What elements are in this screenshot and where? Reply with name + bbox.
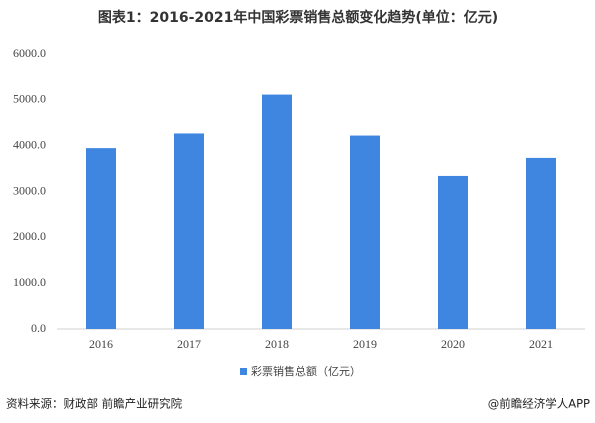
source: 资料来源：财政部 前瞻产业研究院 (6, 397, 183, 411)
y-tick-label: 4000.0 (13, 137, 46, 151)
bar (350, 135, 380, 329)
y-tick-label: 2000.0 (13, 229, 46, 243)
bar (262, 94, 292, 329)
legend-label: 彩票销售总额（亿元） (251, 364, 361, 378)
y-tick-label: 0.0 (31, 321, 46, 335)
bar (174, 133, 204, 329)
bar (526, 157, 556, 329)
x-tick-label: 2018 (265, 337, 289, 351)
legend-swatch (240, 368, 247, 375)
x-tick-label: 2016 (89, 337, 113, 351)
x-tick-label: 2019 (353, 337, 377, 351)
credit: @前瞻经济学人APP (488, 397, 590, 411)
y-tick-label: 3000.0 (13, 183, 46, 197)
y-tick-label: 5000.0 (13, 92, 46, 106)
x-tick-label: 2021 (529, 337, 553, 351)
y-tick-label: 1000.0 (13, 275, 46, 289)
x-tick-label: 2017 (177, 337, 201, 351)
chart-title: 图表1：2016-2021年中国彩票销售总额变化趋势(单位：亿元) (98, 9, 498, 26)
y-tick-label: 6000.0 (13, 46, 46, 60)
bar (86, 148, 116, 329)
bar (438, 175, 468, 329)
x-tick-label: 2020 (441, 337, 465, 351)
